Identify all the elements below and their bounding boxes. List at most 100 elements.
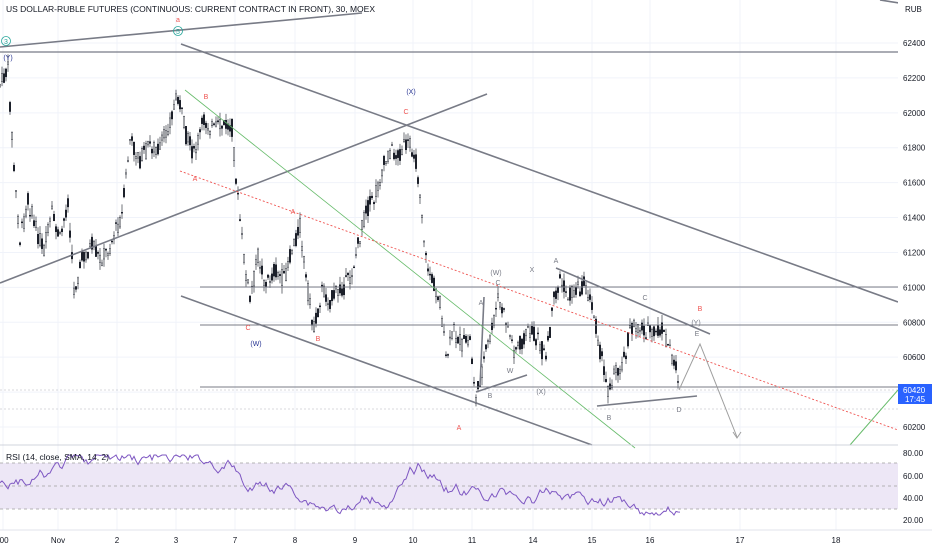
candle-body (164, 130, 167, 138)
candle-body (559, 274, 562, 279)
rising-trendline[interactable] (0, 93, 488, 284)
wave-a-line[interactable] (479, 296, 485, 387)
candle-body (329, 299, 332, 309)
candle-body (657, 324, 660, 336)
candle-body (220, 125, 223, 129)
time-axis-ticks[interactable]: :00 Nov 2 3 7 8 9 10 11 14 15 16 17 18 (0, 536, 841, 545)
trendline-drawings[interactable] (0, 0, 932, 449)
price-tick-label: 62200 (903, 74, 926, 83)
price-tick-label: 61800 (903, 144, 926, 153)
candle-body (126, 160, 129, 162)
candle-body (591, 302, 594, 310)
channel-lower-line[interactable] (180, 295, 593, 446)
candle-body (82, 251, 85, 262)
candle-body (55, 226, 58, 232)
candle-body (641, 322, 644, 331)
candle-body (194, 149, 197, 154)
candle-body (443, 331, 446, 333)
candle-body (4, 68, 7, 78)
candle-body (122, 187, 125, 198)
candle-body (551, 307, 554, 311)
candle-body (140, 148, 143, 161)
wave-label-B_red: B (204, 94, 209, 101)
time-tick-label: 10 (409, 536, 418, 545)
channel-upper-line[interactable] (180, 43, 899, 303)
triangle-lower-line[interactable] (596, 395, 698, 407)
price-axis-panel[interactable] (898, 0, 932, 550)
candle-body (519, 335, 522, 350)
candle-body (238, 219, 241, 221)
wave-label-W_grey_low: W (507, 368, 514, 375)
candle-body (236, 192, 239, 195)
candle-body (210, 121, 213, 127)
candle-body (240, 233, 243, 235)
wave-label-A_red2: A (291, 209, 296, 216)
time-tick-label: 17 (736, 536, 745, 545)
candle-body (269, 281, 272, 283)
candle-body (25, 208, 28, 217)
candle-body (182, 115, 185, 128)
candle-body (493, 315, 496, 326)
candle-body (647, 322, 650, 326)
candle-body (553, 291, 556, 298)
chart-grid (0, 0, 898, 530)
green-trendline[interactable] (184, 89, 636, 449)
candle-body (307, 283, 310, 302)
candle-body (643, 325, 646, 336)
candle-body (80, 251, 83, 261)
candle-body (609, 383, 612, 390)
candle-body (451, 331, 454, 339)
rsi-title: RSI (14, close, SMA, 14, 2) (6, 452, 109, 462)
candle-body (86, 252, 89, 259)
candle-body (355, 254, 358, 256)
candle-body (387, 150, 390, 162)
candle-body (469, 336, 472, 340)
candle-body (661, 322, 664, 334)
candle-body (53, 214, 56, 222)
wave-label-X_grey1: X (530, 267, 535, 274)
candle-body (533, 326, 536, 341)
candle-body (663, 330, 666, 332)
triangle-upper-line[interactable] (555, 267, 711, 335)
candle-body (659, 329, 662, 336)
green-projection[interactable] (849, 389, 899, 446)
price-tick-label: 60600 (903, 353, 926, 362)
candle-body (623, 351, 626, 357)
candle-body (353, 266, 356, 269)
candle-body (216, 120, 219, 123)
projected-path[interactable] (678, 342, 738, 438)
candle-body (461, 339, 464, 352)
candle-body (146, 141, 149, 146)
candle-body (413, 154, 416, 159)
candle-body (513, 350, 516, 359)
candle-body (593, 315, 596, 319)
wave-label-A_red1: A (193, 176, 198, 183)
candle-body (567, 298, 570, 301)
candle-body (541, 341, 544, 360)
candle-body (501, 307, 504, 314)
wave-w-line[interactable] (475, 374, 528, 393)
candle-body (98, 254, 101, 263)
candle-body (96, 252, 99, 254)
candle-body (433, 277, 436, 291)
time-tick-label: 7 (233, 536, 238, 545)
candle-body (132, 141, 135, 155)
candle-body (671, 354, 674, 364)
candle-body (637, 324, 640, 333)
candle-body (425, 252, 428, 256)
candle-body (190, 146, 193, 159)
candle-body (76, 277, 79, 285)
wave-label-C_grey2: C (642, 295, 647, 302)
candle-body (102, 248, 105, 260)
candle-body (315, 312, 318, 324)
candle-body (168, 117, 171, 128)
channel-top-left[interactable] (0, 12, 363, 48)
time-tick-label: 15 (588, 536, 597, 545)
candle-body (341, 288, 344, 296)
candle-body (427, 268, 430, 272)
rsi-tick-label: 20.00 (903, 516, 924, 525)
red-dotted-trendline[interactable] (179, 170, 899, 431)
candle-body (375, 185, 378, 197)
candle-body (186, 132, 189, 143)
